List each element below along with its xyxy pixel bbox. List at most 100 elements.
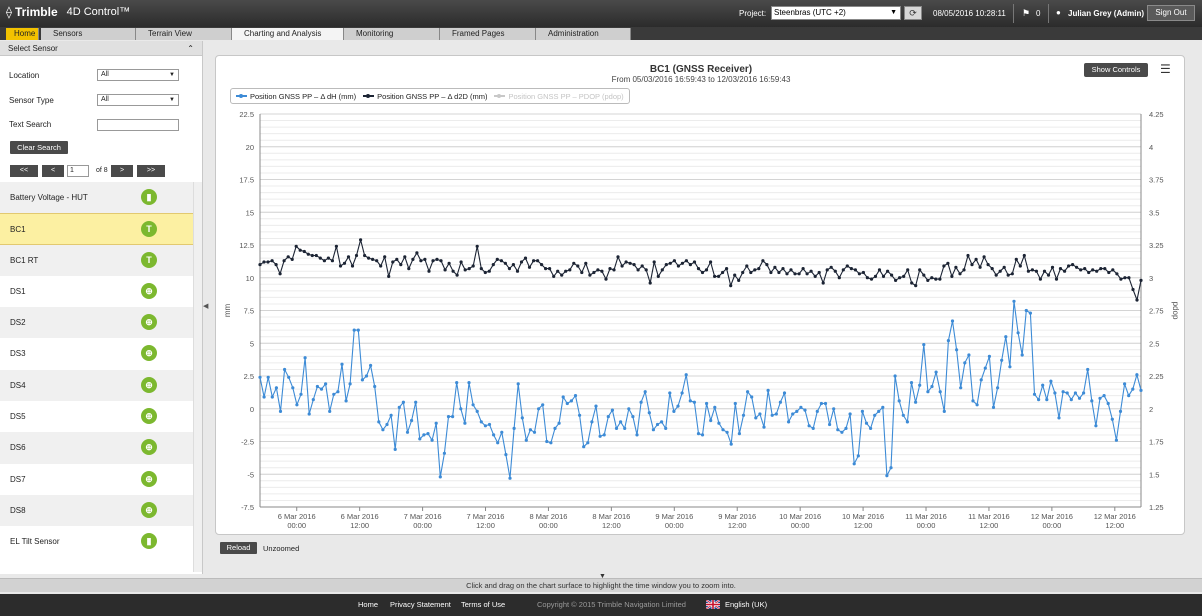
tab-administration[interactable]: Administration — [536, 28, 631, 40]
data-point — [338, 264, 343, 268]
data-point — [942, 409, 946, 413]
text-search-input[interactable] — [97, 119, 179, 131]
tab-sensors[interactable]: Sensors — [41, 28, 136, 40]
sidebar-title: Select Sensor — [8, 44, 58, 53]
data-point — [869, 426, 873, 430]
sensor-list-item[interactable]: BC1 RT T — [0, 244, 193, 276]
data-point — [668, 391, 672, 395]
data-point — [750, 395, 754, 399]
data-point — [1131, 387, 1135, 391]
data-point — [733, 401, 737, 406]
data-point — [367, 256, 371, 260]
data-point — [389, 413, 393, 417]
data-point — [564, 269, 568, 273]
refresh-button[interactable]: ⟳ — [904, 6, 922, 20]
sensor-list-item[interactable]: EL Tilt Sensor ▮ — [0, 526, 193, 558]
data-point — [455, 273, 459, 277]
data-point — [705, 401, 709, 406]
sensor-type-select-value: All — [101, 96, 109, 103]
sign-out-button[interactable]: Sign Out — [1147, 5, 1195, 21]
data-point — [1082, 391, 1086, 395]
data-point — [487, 269, 491, 273]
collapse-sidebar-icon[interactable]: ◀ — [203, 303, 209, 310]
data-point — [553, 426, 557, 430]
show-controls-button[interactable]: Show Controls — [1084, 63, 1148, 77]
last-page-button[interactable]: >> — [137, 165, 165, 177]
prev-page-button[interactable]: < — [42, 165, 64, 177]
sensor-list-item[interactable]: DS8 ⊕ — [0, 494, 193, 527]
data-point — [803, 408, 807, 412]
gnss-antenna-icon: T — [141, 251, 157, 268]
data-point — [938, 390, 942, 394]
sensor-list-item[interactable]: DS1 ⊕ — [0, 275, 193, 308]
data-point — [418, 437, 422, 441]
sensor-list-item[interactable]: DS2 ⊕ — [0, 307, 193, 339]
project-select[interactable]: Steenbras (UTC +2) ▼ — [771, 6, 901, 20]
data-point — [552, 274, 556, 278]
language-select[interactable]: English (UK) — [725, 600, 768, 609]
alerts-flag-icon[interactable]: ⚑ — [1022, 8, 1031, 18]
tab-charting-analysis[interactable]: Charting and Analysis — [232, 28, 344, 40]
sensor-list-item[interactable]: DS5 ⊕ — [0, 401, 193, 433]
data-point — [411, 257, 415, 261]
data-point — [672, 259, 676, 263]
sensor-list-item[interactable]: Battery Voltage - HUT ▮ — [0, 182, 193, 214]
sidebar-scrollbar[interactable] — [193, 182, 202, 572]
next-page-button[interactable]: > — [111, 165, 133, 177]
legend-item[interactable]: Position GNSS PP – PDOP (pdop) — [494, 92, 624, 101]
hamburger-icon[interactable]: ☰ — [1160, 62, 1171, 76]
tab-terrain-view[interactable]: Terrain View — [136, 28, 232, 40]
tab-framed-pages[interactable]: Framed Pages — [440, 28, 536, 40]
footer-link-terms[interactable]: Terms of Use — [461, 600, 506, 609]
data-point — [430, 438, 434, 442]
sensor-list-item[interactable]: DS6 ⊕ — [0, 432, 193, 464]
data-point — [837, 276, 841, 280]
caret-down-icon[interactable]: ▼ — [599, 573, 606, 580]
alerts-count[interactable]: 0 — [1036, 9, 1041, 18]
data-point — [1123, 382, 1127, 386]
first-page-button[interactable]: << — [10, 165, 38, 177]
data-point — [833, 269, 837, 273]
data-point — [1071, 263, 1075, 267]
data-point — [1034, 269, 1038, 273]
data-point — [426, 432, 430, 436]
data-point — [471, 403, 475, 407]
data-point — [262, 260, 266, 264]
chevron-up-icon[interactable]: ⌃ — [187, 44, 194, 53]
data-point — [500, 430, 504, 434]
data-point — [1026, 269, 1030, 273]
footer-link-privacy[interactable]: Privacy Statement — [390, 600, 451, 609]
product-name: 4D Control™ — [66, 6, 131, 18]
data-point — [274, 263, 278, 267]
sidebar-header[interactable]: Select Sensor ⌃ — [0, 41, 202, 56]
data-point — [314, 253, 318, 258]
data-point — [795, 409, 799, 413]
data-point — [1041, 383, 1045, 387]
data-point — [906, 268, 910, 272]
reload-button[interactable]: Reload — [220, 542, 257, 554]
location-select[interactable]: All ▼ — [97, 69, 179, 81]
data-point — [632, 263, 636, 267]
tab-home[interactable]: Home — [6, 28, 39, 40]
sensor-list-item[interactable]: DS4 ⊕ — [0, 369, 193, 402]
x-tick-label: 00:00 — [413, 521, 432, 530]
data-point — [1127, 276, 1131, 280]
data-point — [774, 412, 778, 416]
sensor-list-item[interactable]: DS3 ⊕ — [0, 338, 193, 370]
legend-item[interactable]: Position GNSS PP – Δ d2D (mm) — [363, 92, 487, 101]
x-tick-label: 10 Mar 2016 — [779, 512, 821, 521]
legend-item[interactable]: Position GNSS PP – Δ dH (mm) — [236, 92, 356, 101]
user-name[interactable]: Julian Grey (Admin) — [1068, 9, 1145, 18]
trimble-logo[interactable]: ⟠ Trimble 4D Control™ — [6, 5, 130, 19]
data-point — [1110, 417, 1114, 421]
y-tick-label: 10 — [246, 274, 254, 283]
page-number-input[interactable]: 1 — [67, 165, 89, 177]
sensor-list-item[interactable]: DS7 ⊕ — [0, 463, 193, 495]
sensor-type-select[interactable]: All ▼ — [97, 94, 179, 106]
tab-monitoring[interactable]: Monitoring — [344, 28, 440, 40]
data-point — [852, 462, 856, 466]
clear-search-button[interactable]: Clear Search — [10, 141, 68, 154]
chart-surface[interactable]: -7.5-5-2.502.557.51012.51517.52022.51.25… — [216, 56, 1186, 536]
footer-link-home[interactable]: Home — [358, 600, 379, 609]
sensor-list-item[interactable]: BC1 T — [0, 213, 193, 245]
